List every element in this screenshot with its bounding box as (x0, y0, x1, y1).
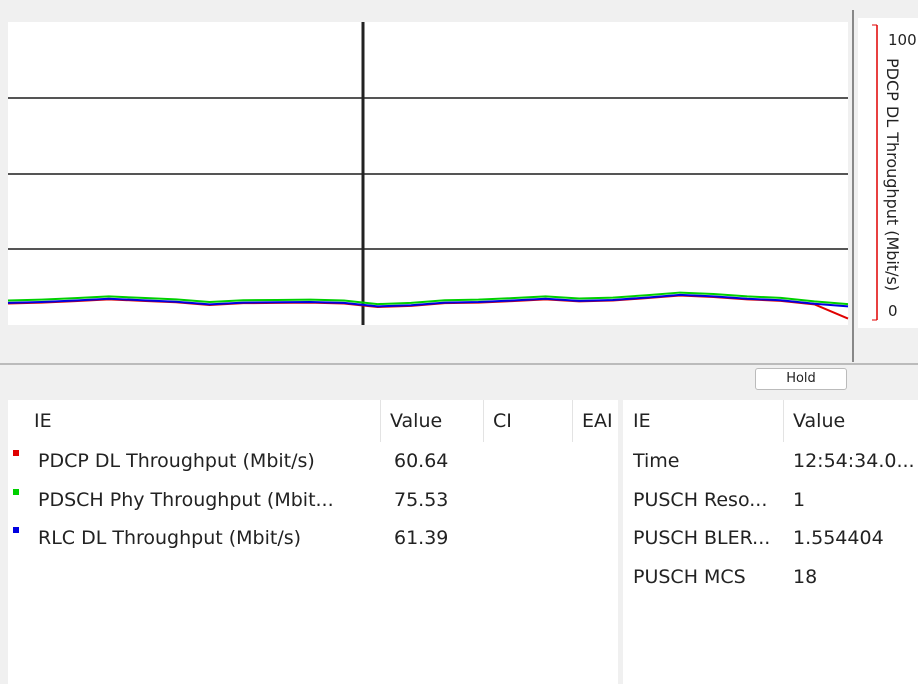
table-cell: 60.64 (394, 450, 449, 472)
separator (0, 363, 918, 365)
y-tick-label: 0 (888, 302, 898, 320)
series-line (7, 293, 849, 308)
axis-panel (858, 18, 918, 328)
y-axis-label-wrap: PDCP DL Throughput (Mbit/s) (883, 58, 902, 291)
chart-panel: PDCP DL Throughput (Mbit/s) 0 100 (7, 10, 918, 362)
table-cell: 75.53 (394, 488, 449, 511)
y-tick-label: 100 (888, 31, 917, 49)
hold-button[interactable]: Hold (755, 368, 847, 390)
column-header: EAI (582, 410, 613, 432)
header-cell (24, 400, 381, 442)
series-line (7, 291, 849, 306)
right-table: IE Value Time 12:54:34.0... PUSCH Reso... 1 PU… (623, 400, 918, 684)
table-cell: PUSCH Reso... (633, 488, 768, 511)
column-header: Value (793, 410, 846, 432)
table-cell: 1 (793, 488, 806, 511)
table-cell: 61.39 (394, 527, 449, 549)
series-marker (13, 488, 19, 495)
table-cell: Time (633, 450, 680, 472)
column-header: Value (390, 410, 443, 432)
column-header: IE (633, 410, 651, 432)
header-cell (380, 400, 484, 442)
column-header: CI (493, 410, 512, 432)
left-table: IE Value CI EAI PDCP DL Throughput (Mbit/s) 6… (8, 400, 618, 684)
table-cell: RLC DL Throughput (Mbit/s) (38, 527, 302, 549)
plot-grid (8, 22, 848, 325)
table-cell: PUSCH MCS (633, 565, 746, 588)
table-cell: 12:54:34.0... (793, 450, 915, 472)
header-cell (483, 400, 573, 442)
table-cell: PUSCH BLER... (633, 527, 771, 549)
header-cell (623, 400, 784, 442)
table-cell: 1.554404 (793, 527, 884, 549)
table-cell: PDSCH Phy Throughput (Mbit... (38, 488, 334, 511)
table-cell: 18 (793, 565, 818, 588)
table-cell: PDCP DL Throughput (Mbit/s) (38, 450, 315, 472)
series-marker (13, 450, 19, 456)
column-header: IE (34, 410, 52, 432)
y-axis-label: PDCP DL Throughput (Mbit/s) (883, 58, 902, 291)
series-marker (13, 527, 19, 533)
